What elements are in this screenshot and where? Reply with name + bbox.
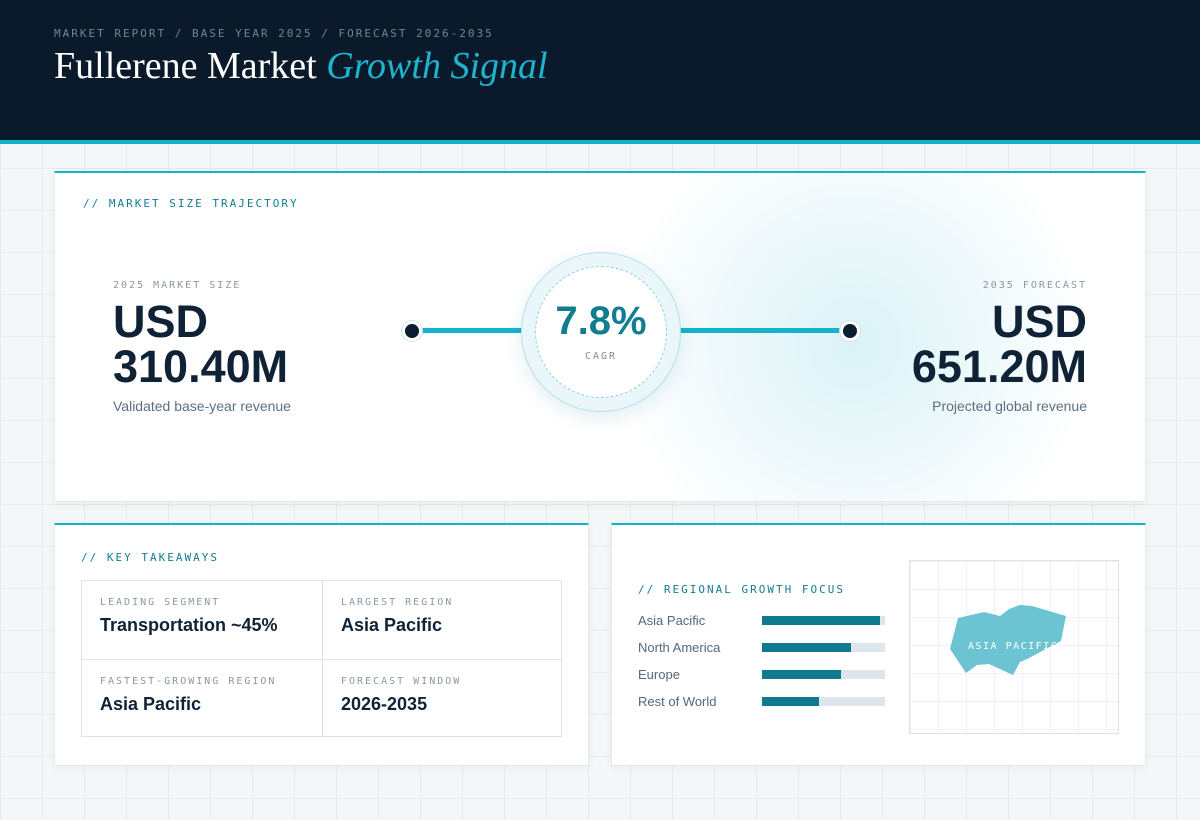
takeaway-leading-segment: LEADING SEGMENT Transportation ~45% bbox=[82, 581, 322, 659]
cagr-value: 7.8% bbox=[555, 299, 647, 343]
bar-row: Europe bbox=[638, 665, 888, 685]
takeaway-label: LARGEST REGION bbox=[341, 597, 454, 608]
takeaway-value: Asia Pacific bbox=[100, 694, 202, 714]
bar bbox=[762, 670, 841, 679]
key-takeaways-card: // KEY TAKEAWAYS LEADING SEGMENT Transpo… bbox=[54, 523, 589, 766]
bar bbox=[762, 697, 819, 706]
start-dot-icon bbox=[402, 321, 422, 341]
end-dot-icon bbox=[840, 321, 860, 341]
start-stat-currency: USD bbox=[113, 296, 209, 347]
bar bbox=[762, 643, 851, 652]
takeaway-label: LEADING SEGMENT bbox=[100, 597, 221, 608]
cagr-badge: 7.8% CAGR bbox=[521, 252, 681, 412]
region-map: ASIA PACIFIC bbox=[909, 560, 1119, 734]
asia-pacific-shape bbox=[950, 605, 1066, 675]
end-stat-currency: USD bbox=[991, 296, 1087, 347]
takeaway-label: FORECAST WINDOW bbox=[341, 676, 462, 687]
cagr-badge-inner: 7.8% CAGR bbox=[535, 266, 667, 398]
market-size-trajectory-card: // MARKET SIZE TRAJECTORY 2025 MARKET SI… bbox=[54, 171, 1146, 502]
asia-pacific-map-icon bbox=[950, 605, 1066, 675]
end-stat-label: 2035 FORECAST bbox=[982, 280, 1087, 291]
bar-category-label: Europe bbox=[638, 667, 680, 682]
trajectory-section-label: // MARKET SIZE TRAJECTORY bbox=[83, 197, 299, 210]
takeaway-value: Asia Pacific bbox=[341, 615, 443, 635]
bar-track bbox=[762, 670, 885, 679]
bar-track bbox=[762, 643, 885, 652]
page-title-accent: Growth Signal bbox=[326, 45, 548, 87]
takeaway-largest-region: LARGEST REGION Asia Pacific bbox=[322, 581, 562, 659]
trajectory-line-right bbox=[679, 328, 849, 333]
page-title-main: Fullerene Market bbox=[54, 45, 317, 87]
takeaway-fastest-growing-region: FASTEST-GROWING REGION Asia Pacific bbox=[82, 659, 322, 737]
regional-growth-card: // REGIONAL GROWTH FOCUS Asia Pacific Nor… bbox=[611, 523, 1146, 766]
report-header: MARKET REPORT / BASE YEAR 2025 / FORECAS… bbox=[0, 0, 1200, 144]
bar-category-label: Rest of World bbox=[638, 694, 717, 709]
start-stat-label: 2025 MARKET SIZE bbox=[113, 280, 242, 291]
page-title: Fullerene Market Growth Signal bbox=[54, 44, 548, 88]
breadcrumb: MARKET REPORT / BASE YEAR 2025 / FORECAS… bbox=[54, 27, 494, 40]
takeaway-label: FASTEST-GROWING REGION bbox=[100, 676, 277, 687]
bar-category-label: North America bbox=[638, 640, 721, 655]
bar-row: Rest of World bbox=[638, 692, 888, 712]
takeaway-value: Transportation ~45% bbox=[100, 615, 278, 635]
start-stat-caption: Validated base-year revenue bbox=[113, 398, 291, 414]
bar-track bbox=[762, 697, 885, 706]
takeaway-forecast-window: FORECAST WINDOW 2026-2035 bbox=[322, 659, 562, 737]
bar-track bbox=[762, 616, 885, 625]
bar bbox=[762, 616, 880, 625]
takeaway-value: 2026-2035 bbox=[341, 694, 428, 714]
map-region-label: ASIA PACIFIC bbox=[968, 641, 1059, 652]
bar-row: Asia Pacific bbox=[638, 611, 888, 631]
bar-row: North America bbox=[638, 638, 888, 658]
takeaways-section-label: // KEY TAKEAWAYS bbox=[81, 551, 219, 564]
takeaways-grid: LEADING SEGMENT Transportation ~45% LARG… bbox=[81, 580, 562, 737]
trajectory-line-left bbox=[422, 328, 522, 333]
end-stat-caption: Projected global revenue bbox=[932, 398, 1087, 414]
end-stat-value: 651.20M bbox=[911, 341, 1087, 392]
bar-category-label: Asia Pacific bbox=[638, 613, 706, 628]
cagr-label: CAGR bbox=[584, 351, 618, 362]
regional-section-label: // REGIONAL GROWTH FOCUS bbox=[638, 583, 845, 596]
start-stat-value: 310.40M bbox=[113, 341, 289, 392]
